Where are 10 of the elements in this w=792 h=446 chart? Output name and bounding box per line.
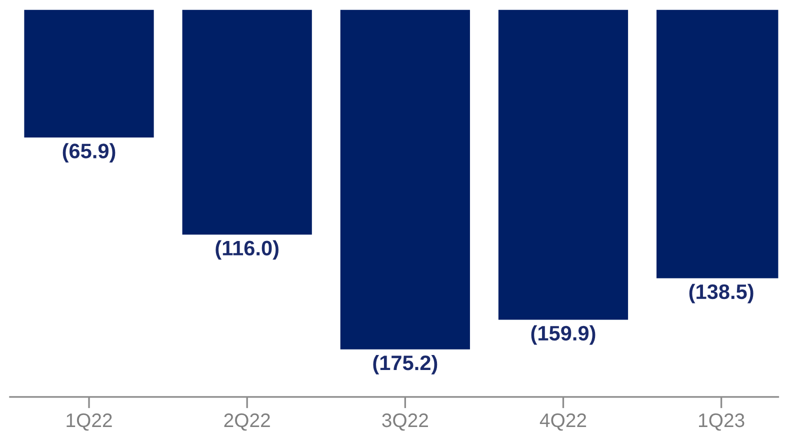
data-label: (175.2) — [373, 354, 438, 374]
data-label: (138.5) — [689, 284, 754, 304]
x-tick-label: 1Q22 — [66, 413, 112, 431]
x-tick-label: 1Q23 — [699, 413, 744, 431]
x-tick-label: 4Q22 — [540, 413, 586, 431]
x-tick-label: 3Q22 — [382, 413, 428, 431]
data-label: (159.9) — [531, 325, 596, 345]
x-tick-label: 2Q22 — [224, 413, 270, 431]
data-label: (65.9) — [62, 143, 116, 163]
data-label: (116.0) — [216, 240, 278, 260]
